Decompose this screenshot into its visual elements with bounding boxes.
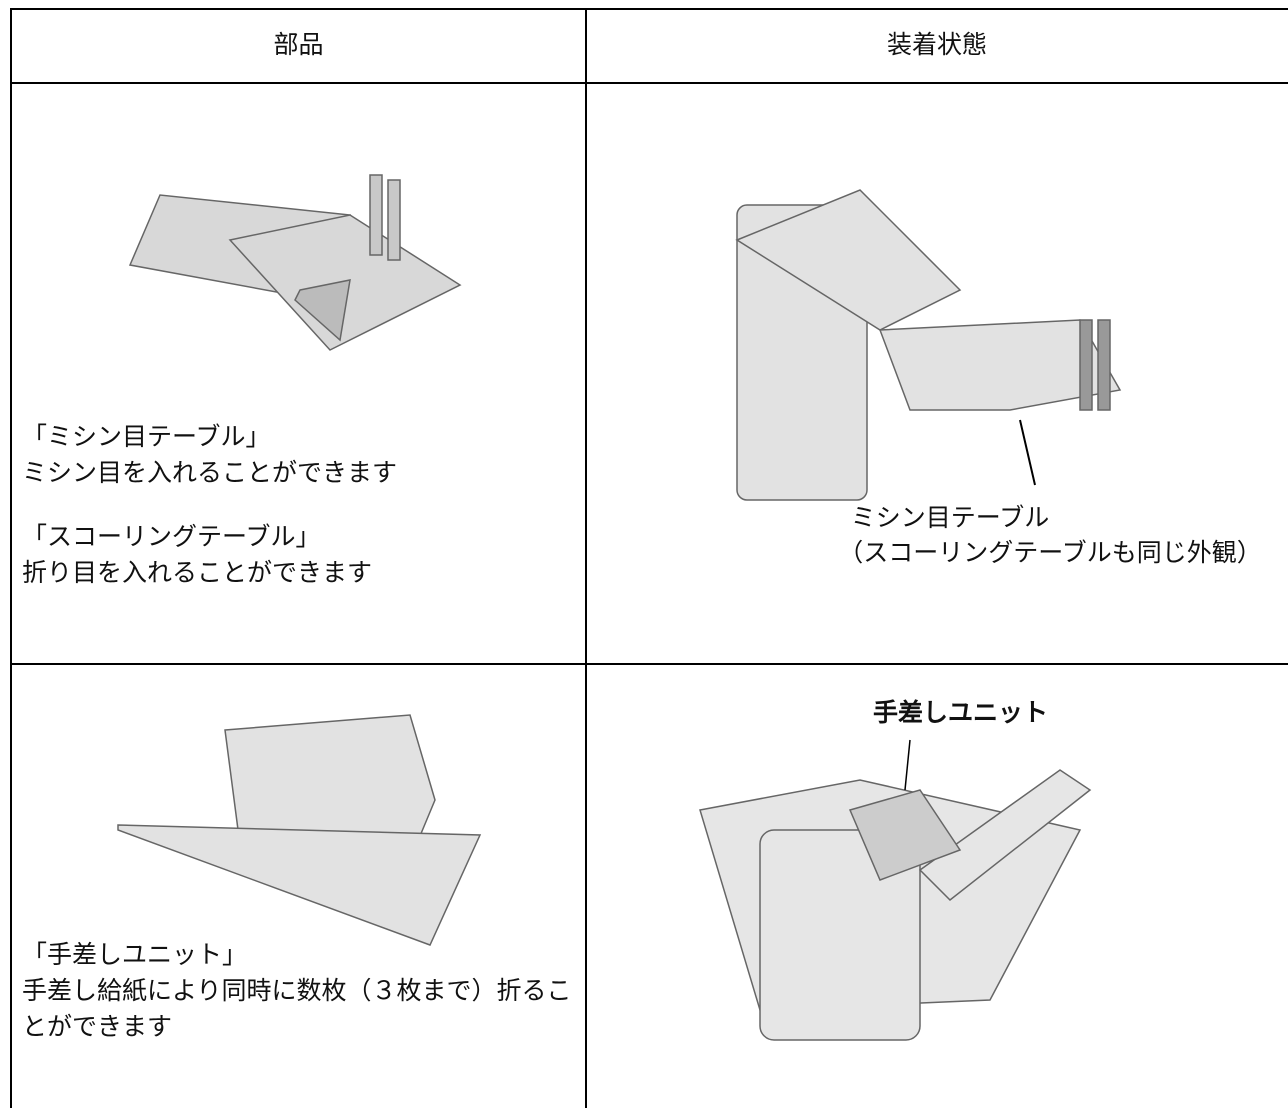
leader-line [904, 739, 911, 791]
row-border [10, 82, 1288, 84]
part-description: 手差し給紙により同時に数枚（３枚まで）折ることができます [22, 976, 572, 1041]
part-name: 「手差しユニット」 [22, 940, 248, 969]
row-border [10, 663, 1288, 665]
perforation-table-image [128, 174, 462, 351]
part-name: 「スコーリングテーブル」 [22, 522, 321, 551]
manual-feed-unit-image [117, 714, 482, 946]
image-caption: ミシン目テーブル [850, 503, 1050, 532]
header-cell: 部品 [273, 30, 324, 59]
header-cell: 装着状態 [886, 30, 987, 59]
part-description: ミシン目を入れることができます [22, 458, 398, 487]
column-border [10, 8, 12, 1108]
part-name: 「ミシン目テーブル」 [22, 422, 271, 451]
image-label: 手差しユニット [873, 698, 1049, 727]
column-border [585, 8, 587, 1108]
installed-feed-unit-image [699, 769, 1092, 1041]
leader-line [1019, 419, 1036, 486]
table-border [10, 8, 1288, 10]
installed-machine-image [735, 189, 1122, 501]
part-description: 折り目を入れることができます [22, 558, 373, 587]
image-caption: （スコーリングテーブルも同じ外観） [838, 538, 1262, 567]
